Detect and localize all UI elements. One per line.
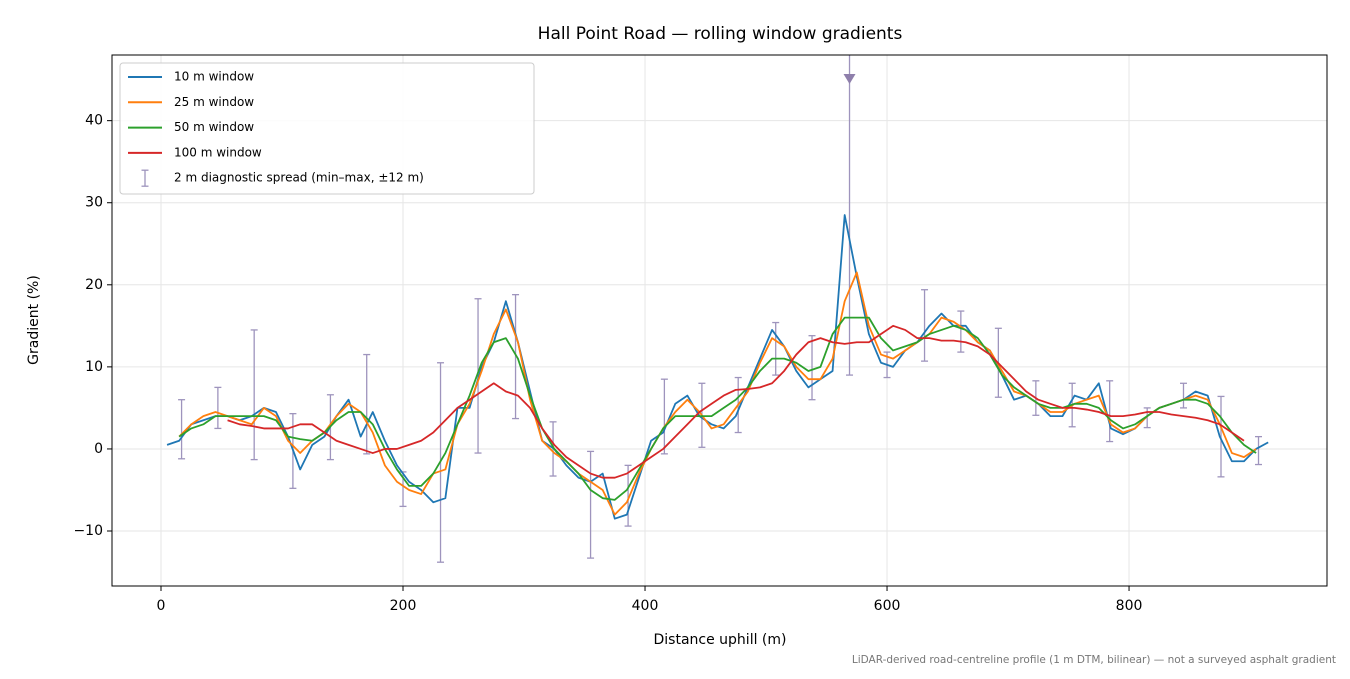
legend-label: 25 m window (174, 95, 254, 109)
legend-label: 10 m window (174, 70, 254, 84)
series-line (178, 316, 1257, 501)
y-tick-label: 10 (85, 359, 103, 375)
plot-frame (111, 54, 1328, 587)
x-tick-label: 400 (632, 598, 659, 614)
legend-label: 2 m diagnostic spread (min–max, ±12 m) (174, 171, 424, 185)
legend-label: 100 m window (174, 145, 262, 159)
legend-label: 50 m window (174, 120, 254, 134)
chart-title: Hall Point Road — rolling window gradien… (538, 24, 903, 44)
y-axis-label: Gradient (%) (26, 275, 42, 365)
legend-box (119, 62, 535, 195)
x-tick-label: 0 (157, 598, 166, 614)
x-tick-label: 200 (390, 598, 417, 614)
x-tick-label: 600 (874, 598, 901, 614)
y-tick-label: 20 (85, 277, 103, 293)
x-tick-label: 800 (1116, 598, 1143, 614)
y-tick-label: −10 (73, 523, 103, 539)
x-axis-label: Distance uphill (m) (654, 632, 787, 648)
footnote: LiDAR-derived road-centreline profile (1… (852, 654, 1336, 666)
plot-area (166, 55, 1269, 563)
series-line (227, 324, 1245, 479)
off-scale-marker (843, 74, 856, 84)
y-tick-label: 0 (94, 441, 103, 457)
y-tick-label: 40 (85, 113, 103, 129)
y-tick-label: 30 (85, 195, 103, 211)
